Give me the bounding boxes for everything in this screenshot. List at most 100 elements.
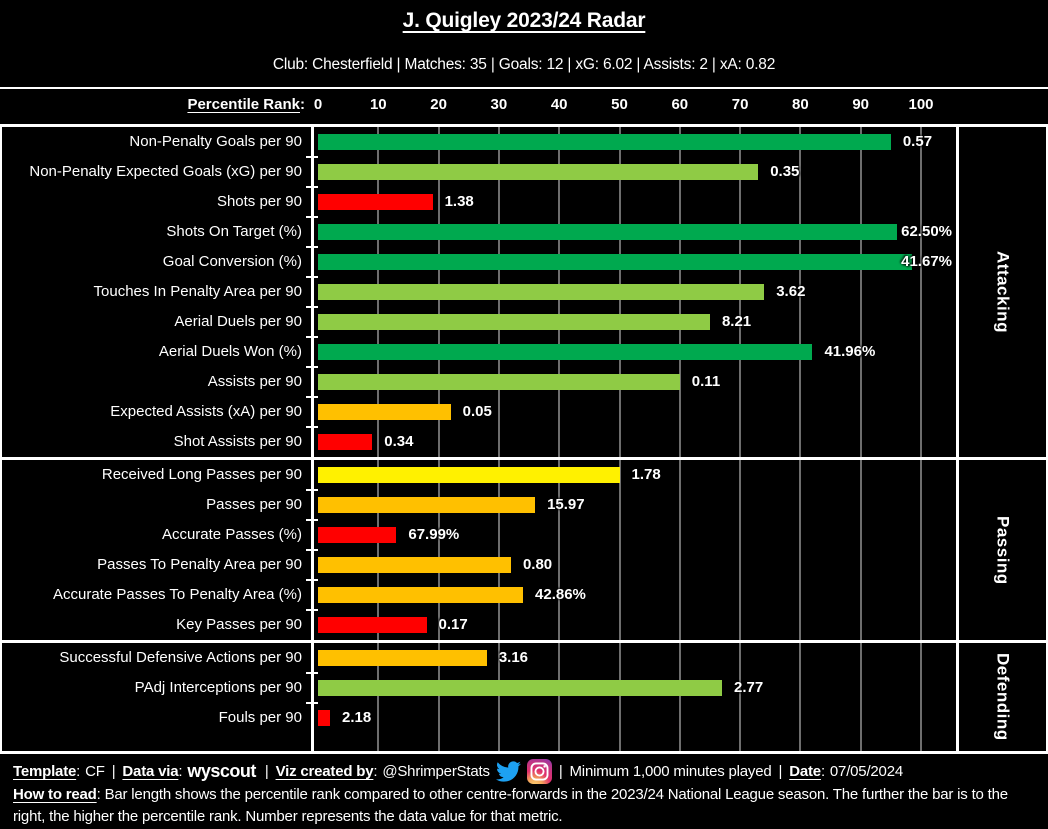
gridline [377,460,380,640]
value-label: 67.99% [408,526,460,543]
chart-sections: Non-Penalty Goals per 90 Non-Penalty Expe… [0,124,1048,754]
value-label: 0.17 [438,616,468,633]
gridline [437,460,440,640]
category-tick [306,549,318,551]
percentile-bar [318,134,891,150]
axis-tick: 20 [430,96,447,113]
value-label: 3.16 [498,649,529,666]
category-tick [306,579,318,581]
axis-tick: 50 [611,96,628,113]
metric-label: Goal Conversion (%) [162,253,302,270]
value-label: 0.11 [691,373,721,390]
metric-label: Shots per 90 [216,193,302,210]
plot-right-border [956,460,959,640]
bar-row: 0.34 [314,427,956,457]
bar-row: 3.16 [314,643,956,673]
gridline [678,460,681,640]
metric-label: Aerial Duels Won (%) [158,343,302,360]
percentile-bar [318,284,765,300]
gridline [799,460,802,640]
bar-row: 0.05 [314,397,956,427]
category-tick [306,366,318,368]
viz-author-handle: @ShrimperStats [382,763,490,780]
axis-tick: 80 [792,96,809,113]
section-side-label: Attacking [993,251,1013,333]
value-label: 41.96% [824,343,876,360]
minutes-note: Minimum 1,000 minutes played [569,763,772,780]
twitter-bird-icon [495,761,521,782]
bar-row: 2.77 [314,673,956,703]
category-axis-line [311,127,314,457]
axis-tick: 40 [550,96,568,113]
category-tick [306,519,318,521]
category-tick [306,216,318,218]
axis-tick: 0 [313,96,323,113]
header-divider [0,87,1048,89]
gridline [859,127,862,457]
value-label: 62.50% [901,223,952,240]
value-label: 8.21 [721,313,752,330]
plot-right-border [956,127,959,457]
value-label: 0.05 [462,403,492,420]
metric-label: Touches In Penalty Area per 90 [93,283,302,300]
date-label: Date [789,763,821,780]
gridline [497,643,500,751]
percentile-bar [318,527,397,543]
category-tick [306,336,318,338]
category-tick [306,306,318,308]
template-label: Template [13,763,77,780]
metric-labels: Non-Penalty Goals per 90 Non-Penalty Expe… [2,127,311,457]
category-tick [306,246,318,248]
bar-row: 3.62 [314,277,956,307]
value-label: 0.34 [384,433,414,450]
value-label: 2.77 [734,679,764,696]
category-tick [306,186,318,188]
value-label: 15.97 [547,496,585,513]
category-tick [306,702,318,704]
section-defending: Successful Defensive Actions per 90 PAdj … [2,640,1046,751]
gridline [618,460,621,640]
value-label: 0.35 [770,163,800,180]
data-via-label: Data via [122,763,179,780]
percentile-bar [318,314,710,330]
metric-label: Passes To Penalty Area per 90 [97,556,302,573]
percentile-bar [318,497,536,513]
metric-label: Received Long Passes per 90 [101,466,302,483]
category-tick [306,276,318,278]
percentile-bar [318,344,813,360]
section-side-label: Passing [993,515,1013,585]
metric-label: Accurate Passes (%) [161,526,302,543]
metric-label: Key Passes per 90 [176,616,302,633]
percentile-bar [318,710,331,726]
bar-row: 1.38 [314,187,956,217]
metric-label: Shots On Target (%) [166,223,302,240]
percentile-bar [318,650,487,666]
gridline [678,643,681,751]
bar-row: 0.11 [314,367,956,397]
axis-tick: 10 [369,96,387,113]
metric-label: Assists per 90 [207,373,302,390]
gridline [437,643,440,751]
percentile-bar [318,434,373,450]
viz-created-by-label: Viz created by [275,763,374,780]
category-tick [306,396,318,398]
how-to-read-label: How to read [13,786,97,803]
how-to-read-note: How to read: Bar length shows the percen… [13,786,1008,825]
metric-label: Non-Penalty Goals per 90 [129,133,302,150]
value-label: 3.62 [776,283,806,300]
gridline [618,643,621,751]
percentile-bar [318,194,433,210]
percentile-bar [318,680,722,696]
gridline [799,643,802,751]
category-tick [306,426,318,428]
bar-row: 1.78 [314,460,956,490]
footer-credits: Template: CF | Data via: wyscout | Viz c… [13,759,1040,784]
metric-label: Passes per 90 [206,496,302,513]
category-tick [306,489,318,491]
value-label: 0.57 [902,133,933,150]
value-label: 1.78 [631,466,661,483]
bar-row: 15.97 [314,490,956,520]
bar-row: 2.18 [314,703,956,733]
bar-row: 0.35 [314,157,956,187]
